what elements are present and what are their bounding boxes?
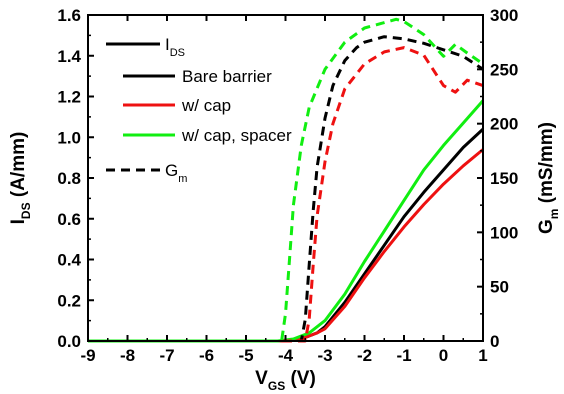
- series-line-gm-w-cap-spacer: [88, 17, 484, 343]
- y-left-tick-label: 1.4: [57, 47, 81, 66]
- x-tick-label: -9: [80, 346, 95, 365]
- legend-gm-header: Gm: [165, 161, 187, 185]
- legend-label-w-cap-spacer: w/ cap, spacer: [181, 126, 292, 145]
- legend-label-bare-barrier: Bare barrier: [182, 67, 272, 86]
- y-left-tick-label: 1.2: [57, 88, 81, 107]
- plot-frame: [87, 14, 484, 342]
- y-left-tick-label: 0.4: [57, 251, 81, 270]
- series-line-w-cap-spacer: [88, 99, 485, 343]
- x-tick-label: -8: [120, 346, 135, 365]
- ticks-layer: -9 -8 -7 -6 -5 -4 -3 -2 -1 0 10.00.20.40.60.81.01.…: [57, 6, 518, 365]
- y-left-tick-label: 1.0: [57, 128, 81, 147]
- y-left-axis-title-unit: (A/mm): [8, 132, 29, 203]
- x-tick-label: 1: [478, 346, 487, 365]
- y-right-tick-label: 150: [490, 169, 518, 188]
- series-line-gm-bare-barrier: [88, 35, 484, 343]
- legend-ids-header: IDS: [165, 35, 185, 59]
- y-left-axis-title-sub: DS: [19, 202, 33, 219]
- y-right-tick-label: 50: [490, 278, 509, 297]
- x-axis-title-sub: GS: [268, 379, 285, 393]
- y-left-tick-label: 0.2: [57, 291, 81, 310]
- y-right-tick-label: 200: [490, 115, 518, 134]
- x-axis-title: VGS (V): [255, 368, 316, 393]
- legend-gm-main: G: [165, 161, 178, 180]
- x-tick-label: -1: [396, 346, 411, 365]
- y-left-axis-title-main: I: [8, 219, 29, 224]
- x-tick-label: -4: [278, 346, 294, 365]
- x-axis-title-main: V: [255, 368, 268, 389]
- x-tick-label: -6: [199, 346, 214, 365]
- y-right-axis-title: Gm (mS/mm): [536, 122, 561, 234]
- y-right-tick-label: 250: [490, 60, 518, 79]
- y-left-tick-label: 0.0: [57, 332, 81, 351]
- y-right-axis-title-unit: (mS/mm): [536, 122, 557, 209]
- y-right-axis-title-sub: m: [547, 209, 561, 220]
- legend-ids-sub: DS: [170, 47, 185, 59]
- y-right-tick-label: 100: [490, 223, 518, 242]
- x-tick-label: -5: [238, 346, 253, 365]
- legend: IDS Bare barrier w/ cap w/ cap, spacer G…: [106, 35, 292, 185]
- y-left-tick-label: 1.6: [57, 6, 81, 25]
- series-line-w-cap: [88, 148, 484, 343]
- series-layer: [88, 17, 485, 343]
- y-right-axis-title-main: G: [536, 219, 557, 234]
- legend-gm-sub: m: [178, 173, 187, 185]
- x-tick-label: -3: [317, 346, 332, 365]
- y-left-tick-label: 0.8: [57, 169, 81, 188]
- legend-ids-main: I: [165, 35, 170, 54]
- x-tick-label: 0: [439, 346, 448, 365]
- x-axis-title-unit: (V): [285, 368, 316, 389]
- x-tick-label: -7: [159, 346, 174, 365]
- y-left-tick-label: 0.6: [57, 210, 81, 229]
- y-right-tick-label: 300: [490, 6, 518, 25]
- legend-label-w-cap: w/ cap: [181, 96, 231, 115]
- y-right-tick-label: 0: [490, 332, 499, 351]
- y-left-axis-title: IDS (A/mm): [8, 132, 33, 225]
- x-tick-label: -2: [357, 346, 372, 365]
